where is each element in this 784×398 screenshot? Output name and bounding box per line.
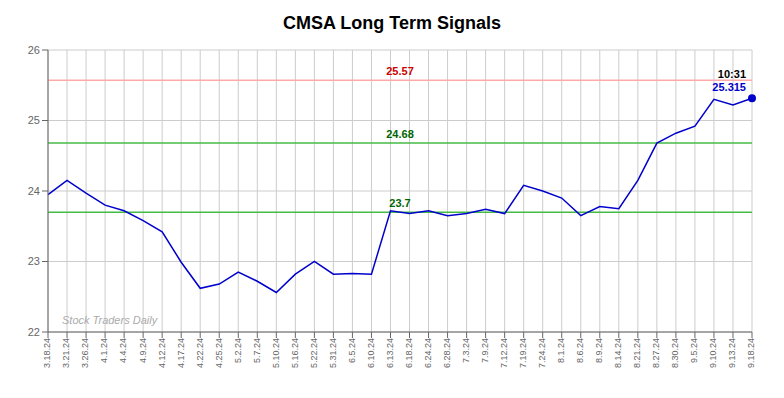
html-text:CMSA Long Term Signals: CMSA Long Term Signals xyxy=(283,13,501,33)
svg-text:4.22.24: 4.22.24 xyxy=(195,338,205,368)
svg-text:4.1.24: 4.1.24 xyxy=(99,338,109,363)
svg-text:8.9.24: 8.9.24 xyxy=(594,338,604,363)
svg-text:9.13.24: 9.13.24 xyxy=(727,338,737,368)
svg-text:25.57: 25.57 xyxy=(386,65,414,77)
svg-text:23.7: 23.7 xyxy=(389,197,410,209)
svg-text:10:31: 10:31 xyxy=(718,68,746,80)
svg-text:7.19.24: 7.19.24 xyxy=(518,338,528,368)
svg-text:7.12.24: 7.12.24 xyxy=(499,338,509,368)
svg-text:4.25.24: 4.25.24 xyxy=(214,338,224,368)
svg-text:25.315: 25.315 xyxy=(712,81,746,93)
svg-text:5.22.24: 5.22.24 xyxy=(309,338,319,368)
svg-text:26: 26 xyxy=(28,44,40,56)
svg-text:4.17.24: 4.17.24 xyxy=(176,338,186,368)
svg-text:8.30.24: 8.30.24 xyxy=(670,338,680,368)
svg-text:22: 22 xyxy=(28,326,40,338)
svg-text:9.5.24: 9.5.24 xyxy=(689,338,699,363)
svg-text:9.10.24: 9.10.24 xyxy=(708,338,718,368)
svg-text:8.1.24: 8.1.24 xyxy=(556,338,566,363)
svg-text:5.31.24: 5.31.24 xyxy=(328,338,338,368)
svg-text:7.24.24: 7.24.24 xyxy=(537,338,547,368)
svg-text:5.10.24: 5.10.24 xyxy=(271,338,281,368)
svg-text:4.4.24: 4.4.24 xyxy=(118,338,128,363)
svg-text:6.18.24: 6.18.24 xyxy=(404,338,414,368)
svg-text:6.13.24: 6.13.24 xyxy=(385,338,395,368)
svg-text:4.9.24: 4.9.24 xyxy=(138,338,148,363)
svg-text:24: 24 xyxy=(28,185,40,197)
svg-text:3.21.24: 3.21.24 xyxy=(61,338,71,368)
svg-text:8.27.24: 8.27.24 xyxy=(651,338,661,368)
svg-text:5.7.24: 5.7.24 xyxy=(252,338,262,363)
svg-text:8.21.24: 8.21.24 xyxy=(632,338,642,368)
html-text:Stock Traders Daily: Stock Traders Daily xyxy=(62,314,158,326)
svg-text:23: 23 xyxy=(28,255,40,267)
svg-text:6.10.24: 6.10.24 xyxy=(366,338,376,368)
svg-text:6.28.24: 6.28.24 xyxy=(442,338,452,368)
svg-text:6.5.24: 6.5.24 xyxy=(347,338,357,363)
svg-text:6.24.24: 6.24.24 xyxy=(423,338,433,368)
svg-text:7.3.24: 7.3.24 xyxy=(461,338,471,363)
svg-text:8.14.24: 8.14.24 xyxy=(613,338,623,368)
svg-text:3.18.24: 3.18.24 xyxy=(42,338,52,368)
svg-text:24.68: 24.68 xyxy=(386,128,414,140)
svg-text:5.16.24: 5.16.24 xyxy=(290,338,300,368)
svg-text:8.6.24: 8.6.24 xyxy=(575,338,585,363)
svg-text:9.18.24: 9.18.24 xyxy=(746,338,756,368)
svg-text:7.9.24: 7.9.24 xyxy=(480,338,490,363)
svg-text:5.2.24: 5.2.24 xyxy=(233,338,243,363)
svg-text:25: 25 xyxy=(28,114,40,126)
svg-text:3.26.24: 3.26.24 xyxy=(80,338,90,368)
svg-text:4.12.24: 4.12.24 xyxy=(157,338,167,368)
